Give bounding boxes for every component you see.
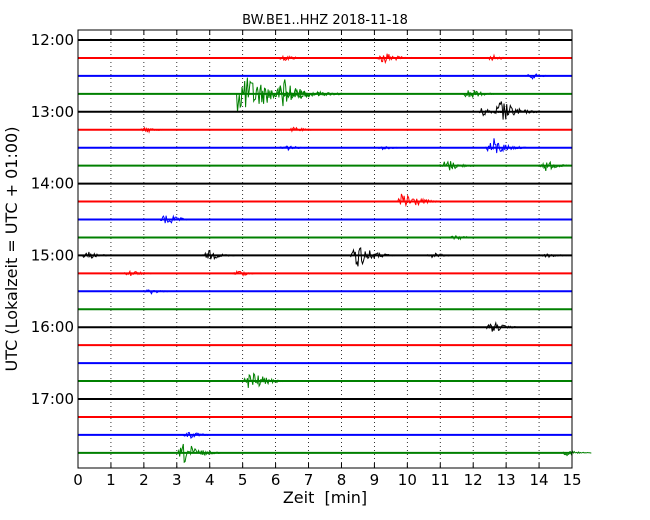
trace-event (277, 145, 309, 152)
y-tick-label: 14:00 (31, 175, 74, 193)
trace-1345 (78, 160, 573, 172)
trace-event (139, 126, 169, 134)
x-tick-label: 12 (464, 471, 483, 489)
trace-event (484, 321, 520, 332)
x-tick-label: 13 (497, 471, 516, 489)
chart-title: BW.BE1..HHZ 2018-11-18 (242, 13, 408, 28)
trace-1245 (78, 77, 572, 113)
trace-event (79, 251, 112, 259)
trace-1215 (78, 53, 572, 65)
plot-frame (77, 29, 573, 469)
y-tick-label: 16:00 (31, 318, 74, 336)
trace-event (438, 160, 475, 171)
traces (78, 39, 592, 464)
x-tick-label: 14 (530, 471, 549, 489)
trace-1515 (78, 269, 572, 277)
x-tick-label: 6 (271, 471, 281, 489)
trace-event (375, 53, 413, 65)
trace-1600 (78, 321, 572, 332)
trace-event (376, 145, 406, 151)
trace-event (485, 53, 515, 62)
trace-event (242, 372, 287, 388)
trace-event (122, 269, 154, 277)
trace-event (176, 443, 221, 464)
trace-event (201, 249, 236, 261)
y-tick-label: 15:00 (31, 246, 74, 264)
trace-event (287, 126, 318, 133)
trace-event (560, 449, 592, 457)
trace-event (524, 73, 555, 80)
trace-1445 (78, 234, 572, 241)
trace-1330 (78, 138, 572, 154)
trace-1230 (78, 73, 572, 80)
x-tick-label: 7 (304, 471, 314, 489)
trace-1430 (78, 214, 572, 224)
y-axis-label: UTC (Lokalzeit = UTC + 01:00) (2, 127, 21, 372)
x-axis-label: Zeit [min] (283, 488, 367, 507)
y-axis-ticks: 12:00 13:00 14:00 15:00 16:00 17:00 (31, 31, 572, 408)
trace-event (231, 269, 263, 277)
trace-event (395, 193, 440, 208)
trace-1415 (78, 193, 572, 208)
trace-event (181, 431, 214, 440)
trace-1500 (78, 247, 572, 267)
x-tick-label: 1 (106, 471, 116, 489)
x-tick-label: 15 (562, 471, 581, 489)
x-tick-label: 5 (238, 471, 248, 489)
trace-1745 (78, 443, 592, 464)
trace-event (275, 79, 327, 107)
trace-event (474, 108, 508, 117)
x-tick-label: 0 (73, 471, 83, 489)
x-tick-label: 3 (172, 471, 182, 489)
x-tick-label: 11 (431, 471, 450, 489)
trace-event (484, 138, 527, 154)
x-tick-label: 10 (398, 471, 417, 489)
trace-1315 (78, 126, 572, 134)
trace-event (537, 160, 573, 172)
trace-event (142, 289, 173, 295)
trace-event (448, 234, 479, 241)
y-tick-label: 17:00 (31, 390, 74, 408)
x-tick-label: 9 (370, 471, 380, 489)
trace-1300 (78, 101, 572, 120)
trace-event (349, 247, 395, 267)
x-axis-ticks: 0 1 2 3 4 5 6 7 8 9 10 11 12 13 14 15 (73, 30, 582, 489)
x-tick-label: 8 (337, 471, 347, 489)
trace-1645 (78, 372, 572, 388)
trace-event (461, 90, 497, 98)
trace-1730 (78, 431, 572, 440)
y-tick-label: 12:00 (31, 31, 74, 49)
trace-event (235, 77, 342, 113)
trace-event (277, 54, 309, 62)
y-tick-label: 13:00 (31, 103, 74, 121)
trace-event (540, 253, 571, 259)
x-tick-label: 4 (205, 471, 215, 489)
trace-event (425, 252, 456, 259)
trace-event (158, 214, 195, 224)
trace-event (493, 101, 539, 120)
trace-1530 (78, 289, 572, 295)
x-tick-label: 2 (139, 471, 149, 489)
